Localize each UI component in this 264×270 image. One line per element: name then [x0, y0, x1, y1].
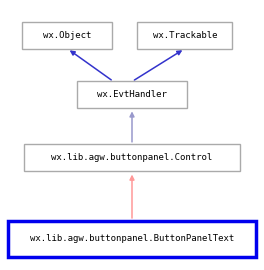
FancyBboxPatch shape: [22, 22, 112, 49]
Text: wx.lib.agw.buttonpanel.Control: wx.lib.agw.buttonpanel.Control: [51, 153, 213, 163]
FancyBboxPatch shape: [77, 81, 187, 108]
Text: wx.lib.agw.buttonpanel.ButtonPanelText: wx.lib.agw.buttonpanel.ButtonPanelText: [30, 234, 234, 244]
Text: wx.Trackable: wx.Trackable: [153, 31, 217, 40]
FancyBboxPatch shape: [8, 221, 256, 256]
FancyBboxPatch shape: [24, 144, 240, 171]
Text: wx.Object: wx.Object: [43, 31, 92, 40]
FancyBboxPatch shape: [137, 22, 232, 49]
Text: wx.EvtHandler: wx.EvtHandler: [97, 90, 167, 99]
